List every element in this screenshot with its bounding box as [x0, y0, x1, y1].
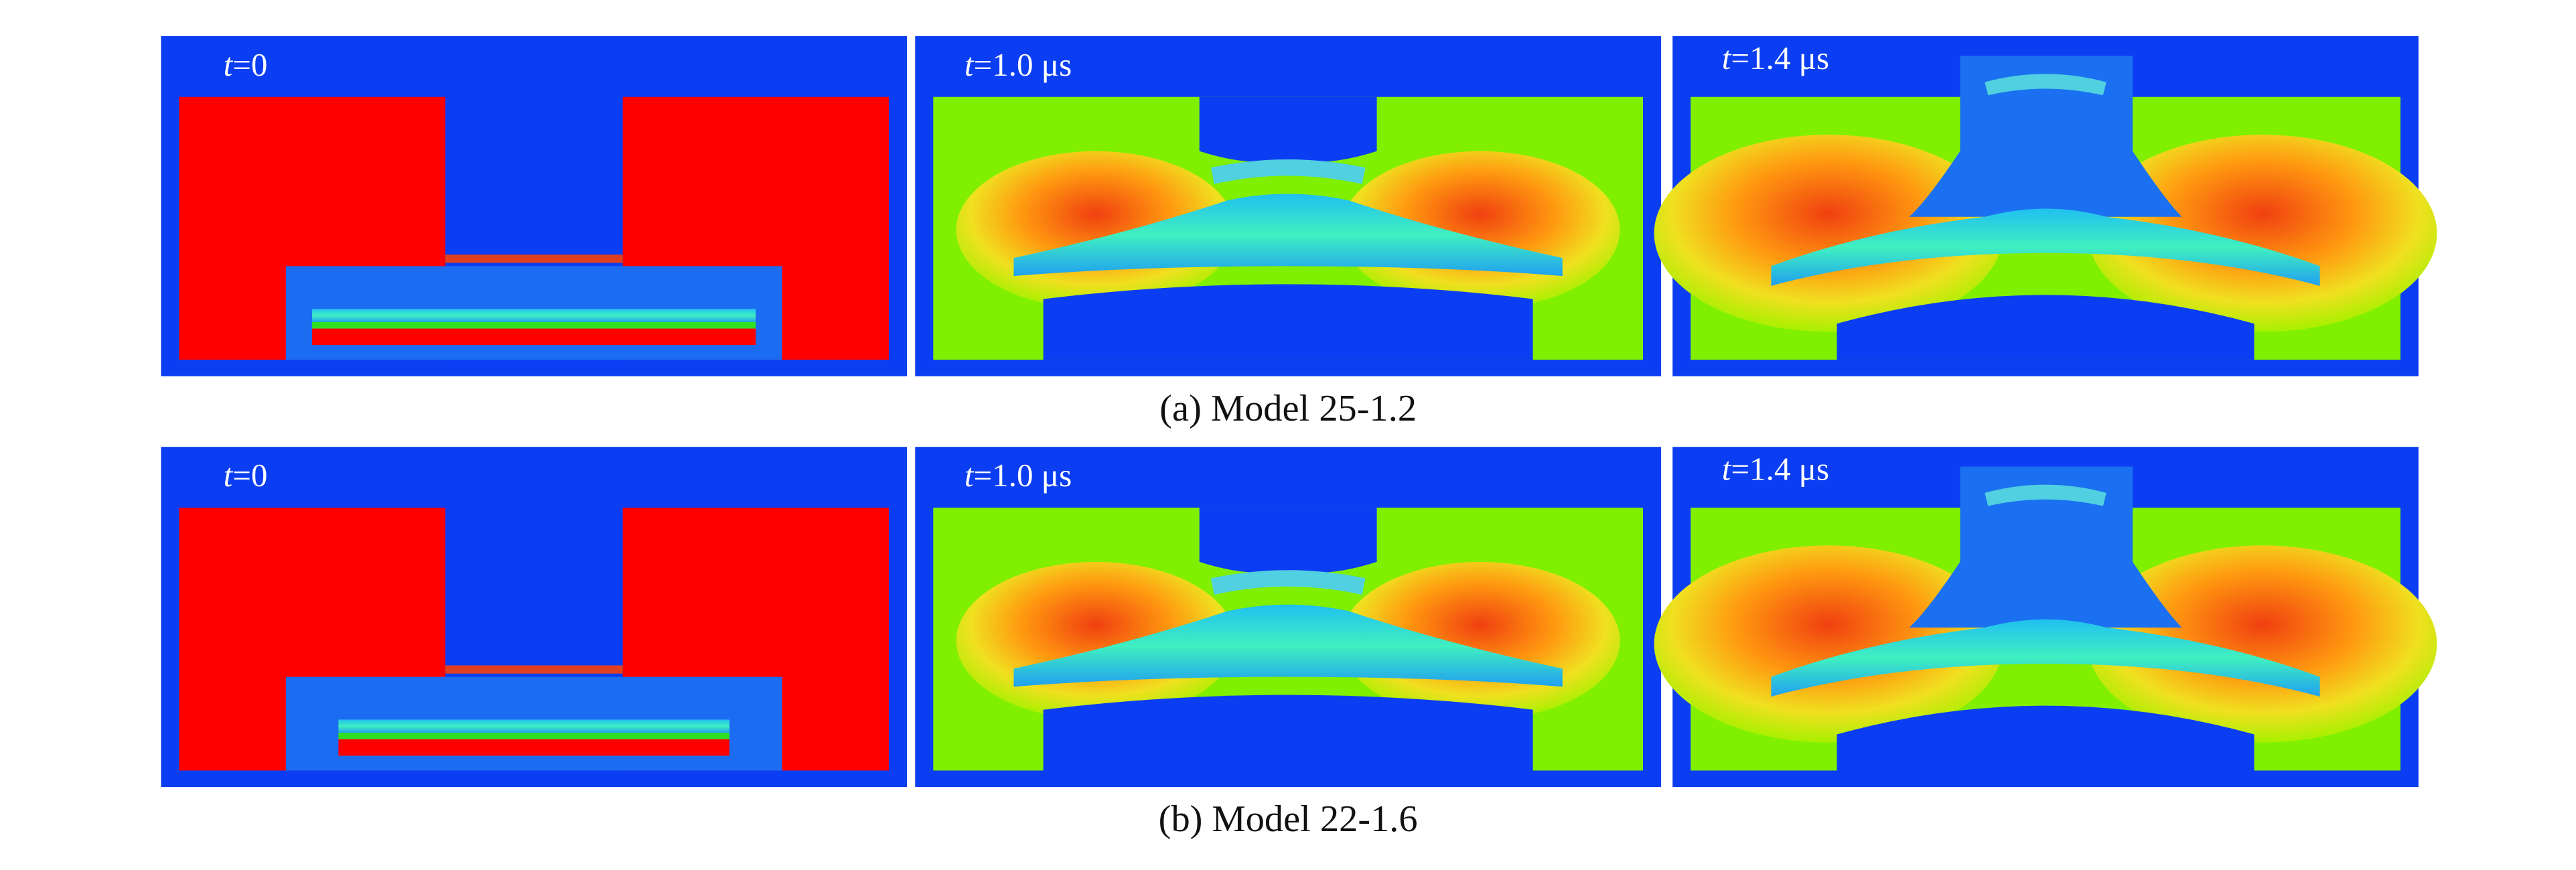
- layer: [338, 719, 730, 733]
- time-var: t: [964, 46, 975, 83]
- jet-band: [1013, 194, 1563, 277]
- time-label: t=1.4 μs: [1722, 40, 1829, 76]
- time-var: t: [1722, 450, 1732, 487]
- hot-region: [1654, 545, 2003, 743]
- panel: t=0: [161, 35, 908, 376]
- hot-region: [2088, 545, 2437, 743]
- time-var: t: [964, 457, 975, 494]
- caption: (b) Model 22-1.6: [1159, 798, 1418, 840]
- time-var: t: [1722, 40, 1732, 76]
- time-value: =0: [232, 46, 267, 83]
- hot-region: [1654, 135, 2003, 332]
- layer: [338, 739, 730, 756]
- time-var: t: [224, 457, 234, 494]
- flyer: [1985, 484, 2106, 506]
- flyer: [1985, 74, 2106, 96]
- flyer: [1210, 159, 1366, 184]
- hot-region: [2088, 135, 2437, 332]
- panel: t=1.4 μs: [1654, 35, 2437, 376]
- time-label: t=1.0 μs: [964, 46, 1072, 83]
- time-label: t=0: [224, 457, 268, 494]
- flyer: [1210, 570, 1366, 595]
- time-label: t=1.0 μs: [964, 457, 1072, 494]
- lower-cavity: [1837, 705, 2255, 771]
- panel: t=0: [161, 447, 908, 787]
- time-label: t=0: [224, 46, 268, 83]
- panel: t=1.4 μs: [1654, 447, 2437, 787]
- time-value: =0: [232, 457, 267, 494]
- lower-cavity: [1043, 695, 1533, 771]
- time-var: t: [224, 46, 234, 83]
- jet-band: [1771, 208, 2320, 286]
- time-value: =1.0 μs: [974, 457, 1072, 494]
- blue-notch: [1909, 466, 2182, 628]
- blue-notch: [1199, 96, 1377, 163]
- time-value: =1.4 μs: [1731, 450, 1829, 487]
- layer: [312, 328, 756, 346]
- time-value: =1.0 μs: [974, 46, 1072, 83]
- blue-notch: [1199, 507, 1377, 573]
- layer: [312, 309, 756, 322]
- lower-cavity: [1043, 284, 1533, 360]
- caption: (a) Model 25-1.2: [1159, 388, 1417, 429]
- flyer-strip: [445, 255, 623, 263]
- blue-notch: [1909, 56, 2182, 217]
- lower-cavity: [1837, 295, 2255, 360]
- layer: [338, 733, 730, 739]
- layer: [312, 321, 756, 329]
- jet-band: [1771, 619, 2320, 697]
- time-value: =1.4 μs: [1731, 40, 1829, 76]
- panel: t=1.0 μs: [915, 447, 1661, 787]
- panel: t=1.0 μs: [915, 35, 1661, 376]
- jet-band: [1013, 604, 1563, 687]
- flyer-strip: [445, 665, 623, 674]
- time-label: t=1.4 μs: [1722, 450, 1829, 487]
